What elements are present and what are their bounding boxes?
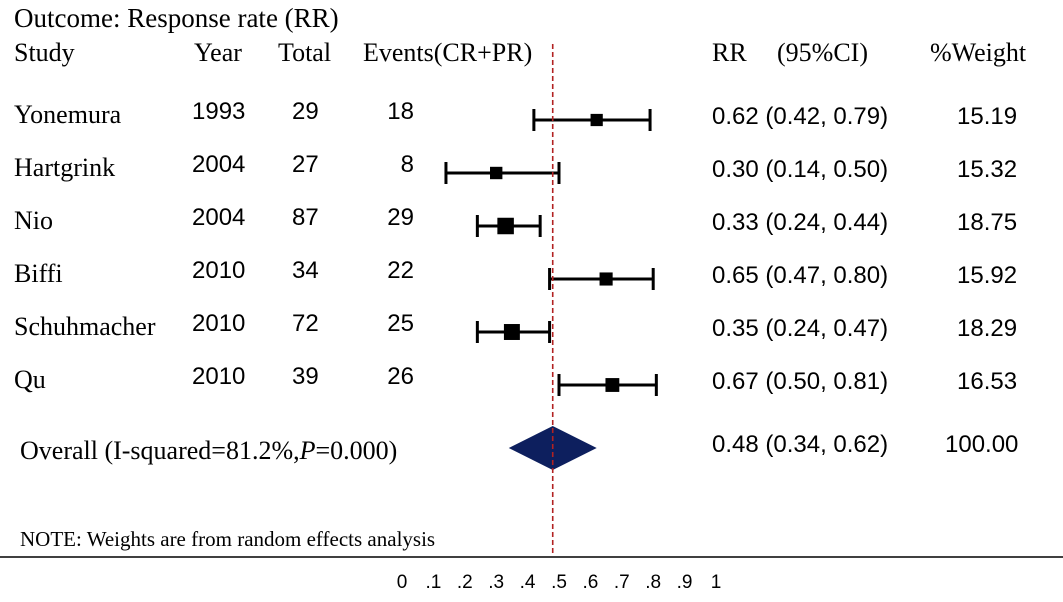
overall-label-p: P [299,436,316,465]
study-weight: 15.19 [957,103,1018,130]
overall-weight: 100.00 [945,431,1019,458]
study-events: 22 [387,257,414,284]
footnote: NOTE: Weights are from random effects an… [20,527,436,551]
col-header-events: Events(CR+PR) [363,38,533,67]
x-tick-label: .9 [677,572,693,593]
x-tick-label: 1 [711,572,722,593]
x-tick-label: 0 [397,572,408,593]
study-year: 2004 [192,151,246,178]
study-weight: 16.53 [957,368,1018,395]
point-estimate-marker [590,113,603,127]
study-year: 2010 [192,257,246,284]
overall-label-prefix: Overall (I-squared=81.2%, [20,436,300,465]
study-ci-text: 0.62 (0.42, 0.79) [712,103,889,130]
x-tick-label: .4 [520,572,536,593]
study-total: 87 [292,204,319,231]
overall-ci-text: 0.48 (0.34, 0.62) [712,431,889,458]
col-header-weight: %Weight [930,38,1027,67]
chart-title: Outcome: Response rate (RR) [14,3,339,33]
point-estimate-marker [605,378,620,392]
study-total: 27 [292,151,319,178]
study-events: 26 [387,363,414,390]
overall-label: Overall (I-squared=81.2%,P=0.000) [20,436,397,466]
x-tick-label: .3 [488,572,504,593]
study-ci-text: 0.67 (0.50, 0.81) [712,368,889,395]
col-header-ci: (95%CI) [777,38,868,67]
col-header-total: Total [278,38,332,67]
col-header-rr: RR [712,38,747,67]
x-tick-label: .1 [425,572,441,593]
study-weight: 18.29 [957,315,1018,342]
study-total: 34 [292,257,319,284]
study-name: Biffi [14,259,63,288]
study-ci-text: 0.35 (0.24, 0.47) [712,315,889,342]
study-year: 2010 [192,363,246,390]
study-events: 25 [387,310,414,337]
point-estimate-marker [599,272,613,286]
study-name: Nio [14,206,53,235]
study-year: 2004 [192,204,246,231]
study-ci-text: 0.30 (0.14, 0.50) [712,156,889,183]
study-weight: 18.75 [957,209,1018,236]
study-events: 18 [387,98,414,125]
study-weight: 15.32 [957,156,1018,183]
study-total: 72 [292,310,319,337]
study-name: Qu [14,365,46,394]
point-estimate-marker [490,166,503,180]
overall-label-suffix: =0.000) [315,436,398,465]
x-tick-label: .2 [457,572,473,593]
point-estimate-marker [503,324,520,340]
point-estimate-marker [497,217,514,235]
x-tick-label: .8 [645,572,661,593]
study-total: 39 [292,363,319,390]
study-ci-text: 0.65 (0.47, 0.80) [712,262,889,289]
x-tick-label: .5 [551,572,567,593]
study-year: 1993 [192,98,246,125]
study-weight: 15.92 [957,262,1018,289]
study-events: 8 [400,151,414,178]
col-header-year: Year [194,38,242,67]
study-name: Schuhmacher [14,312,156,341]
study-events: 29 [387,204,414,231]
study-total: 29 [292,98,319,125]
x-tick-label: .6 [582,572,598,593]
col-header-study: Study [14,38,75,67]
study-year: 2010 [192,310,246,337]
study-name: Yonemura [14,100,122,129]
study-ci-text: 0.33 (0.24, 0.44) [712,209,889,236]
x-tick-label: .7 [614,572,630,593]
study-name: Hartgrink [14,153,116,182]
